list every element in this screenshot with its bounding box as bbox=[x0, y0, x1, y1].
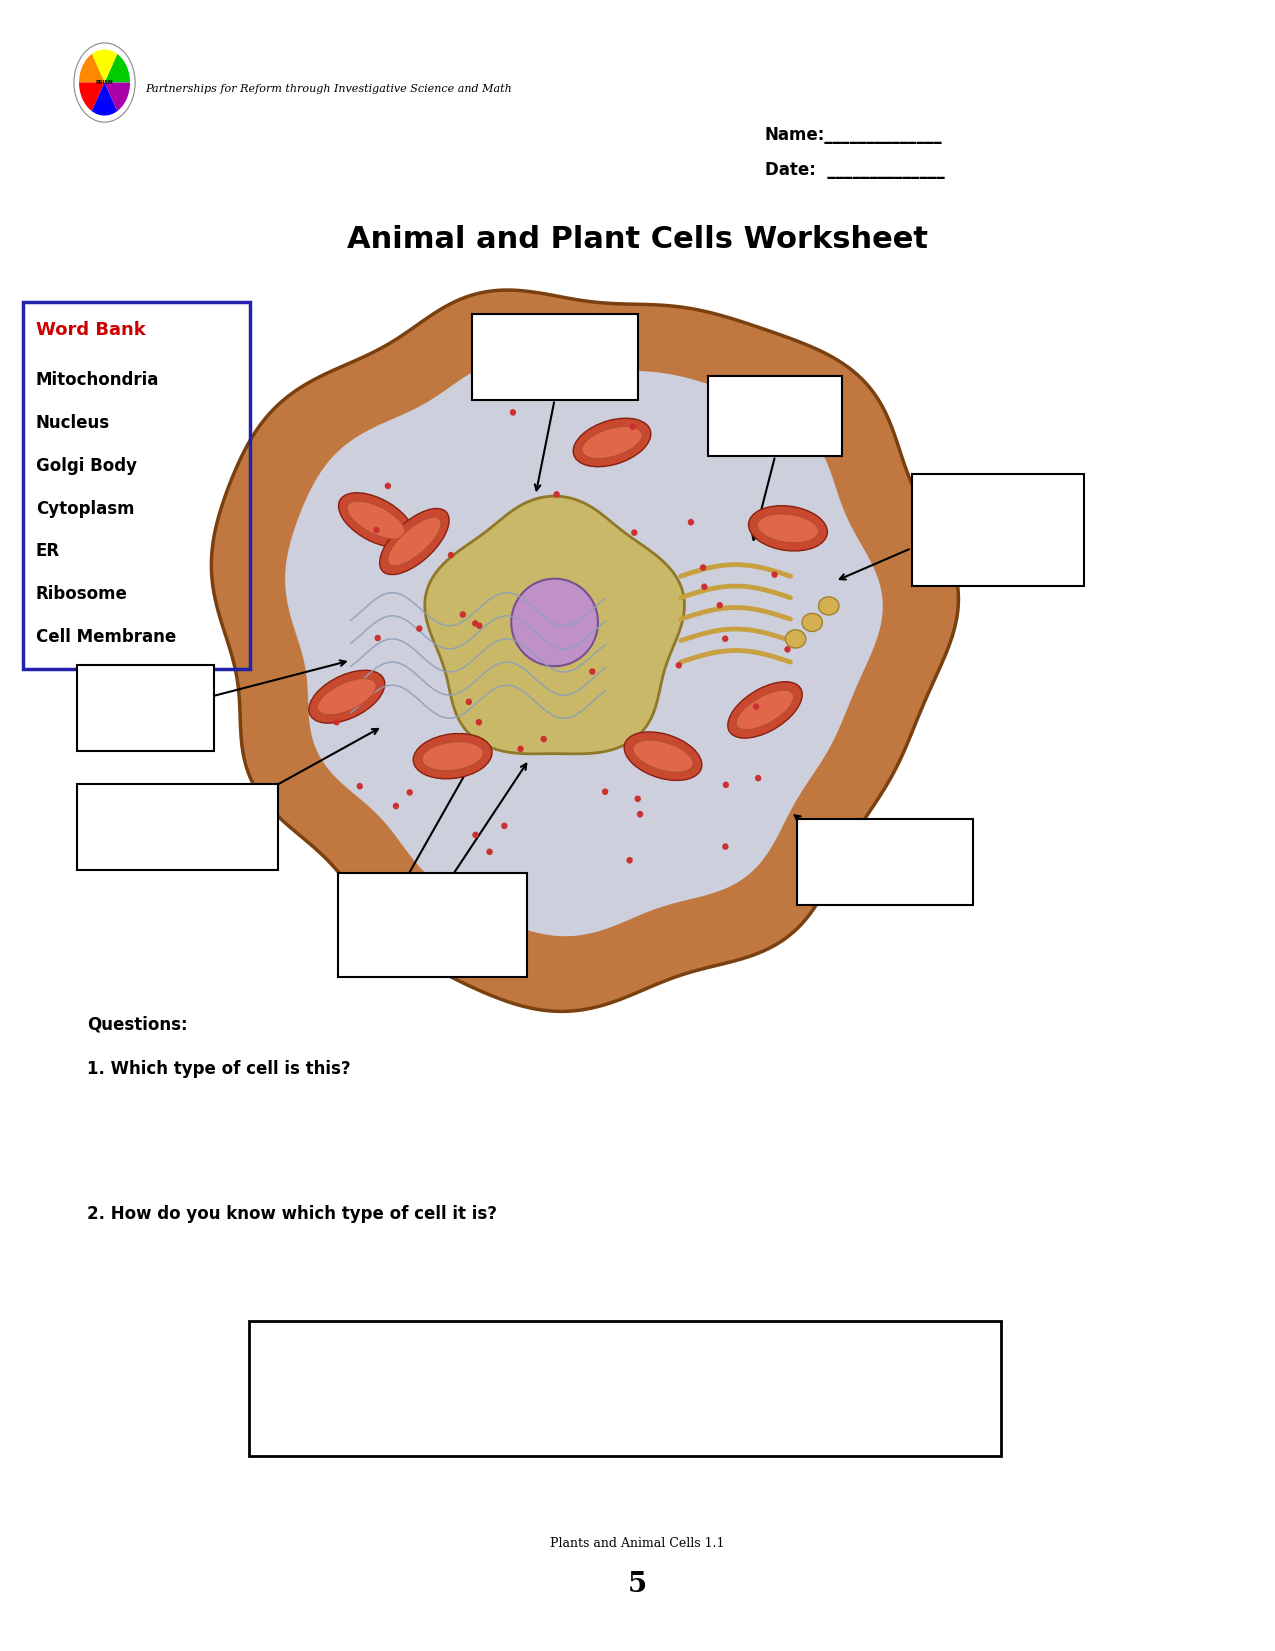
Ellipse shape bbox=[722, 844, 728, 850]
Polygon shape bbox=[425, 497, 685, 755]
Bar bbox=[249, 1321, 1001, 1456]
Ellipse shape bbox=[511, 580, 598, 667]
Wedge shape bbox=[105, 54, 130, 83]
Ellipse shape bbox=[700, 565, 706, 571]
Wedge shape bbox=[105, 83, 130, 111]
Text: 2. How do you know which type of cell it is?: 2. How do you know which type of cell it… bbox=[87, 1205, 497, 1223]
Ellipse shape bbox=[413, 733, 492, 779]
Ellipse shape bbox=[422, 741, 483, 771]
Ellipse shape bbox=[388, 517, 441, 566]
Text: Cell Membrane: Cell Membrane bbox=[36, 629, 176, 646]
Ellipse shape bbox=[737, 690, 793, 730]
Ellipse shape bbox=[602, 789, 608, 796]
Ellipse shape bbox=[553, 490, 560, 497]
Polygon shape bbox=[286, 360, 882, 936]
Ellipse shape bbox=[723, 781, 729, 788]
Text: Source: Oxford Illustrated Science Encyclopedia:: Source: Oxford Illustrated Science Encyc… bbox=[272, 1347, 638, 1360]
Ellipse shape bbox=[476, 718, 482, 725]
Ellipse shape bbox=[625, 731, 701, 781]
Ellipse shape bbox=[476, 622, 482, 629]
Ellipse shape bbox=[416, 626, 422, 632]
Text: Mitochondria: Mitochondria bbox=[36, 371, 159, 388]
Ellipse shape bbox=[631, 530, 638, 537]
Ellipse shape bbox=[541, 736, 547, 743]
Text: Ribosome: Ribosome bbox=[36, 586, 128, 603]
Ellipse shape bbox=[589, 669, 595, 675]
Ellipse shape bbox=[374, 527, 380, 533]
Ellipse shape bbox=[755, 774, 761, 781]
Ellipse shape bbox=[676, 662, 682, 669]
Ellipse shape bbox=[472, 832, 478, 839]
Ellipse shape bbox=[802, 614, 822, 632]
Ellipse shape bbox=[748, 505, 827, 551]
Ellipse shape bbox=[501, 822, 507, 829]
Text: Nucleus: Nucleus bbox=[36, 414, 110, 431]
Polygon shape bbox=[212, 291, 959, 1012]
Ellipse shape bbox=[785, 631, 806, 649]
Ellipse shape bbox=[635, 796, 641, 802]
Text: Name:______________: Name:______________ bbox=[765, 127, 942, 144]
Ellipse shape bbox=[317, 679, 376, 715]
Ellipse shape bbox=[819, 598, 839, 616]
Ellipse shape bbox=[754, 703, 760, 710]
Text: Golgi Body: Golgi Body bbox=[36, 457, 136, 474]
Ellipse shape bbox=[771, 571, 778, 578]
Bar bbox=[472, 314, 638, 400]
Bar bbox=[76, 665, 214, 751]
Ellipse shape bbox=[465, 698, 472, 705]
Ellipse shape bbox=[510, 409, 516, 416]
Text: PRISM: PRISM bbox=[96, 79, 113, 86]
Text: Cytoplasm: Cytoplasm bbox=[36, 500, 134, 517]
Text: Date:  ______________: Date: ______________ bbox=[765, 162, 945, 178]
Text: ER: ER bbox=[36, 543, 60, 560]
Ellipse shape bbox=[518, 746, 524, 753]
Ellipse shape bbox=[380, 509, 449, 575]
Bar bbox=[912, 474, 1084, 586]
Ellipse shape bbox=[375, 634, 381, 641]
Ellipse shape bbox=[632, 740, 694, 773]
Ellipse shape bbox=[347, 502, 405, 538]
Ellipse shape bbox=[728, 682, 802, 738]
Ellipse shape bbox=[701, 583, 708, 589]
Ellipse shape bbox=[486, 849, 492, 855]
Ellipse shape bbox=[757, 513, 819, 543]
Text: Plants and Animal Cells 1.1: Plants and Animal Cells 1.1 bbox=[551, 1537, 724, 1550]
Bar bbox=[797, 819, 973, 905]
Text: Animal and Plant Cells Worksheet: Animal and Plant Cells Worksheet bbox=[347, 225, 928, 254]
Ellipse shape bbox=[385, 482, 391, 489]
Bar bbox=[338, 873, 527, 977]
Text: 1. Which type of cell is this?: 1. Which type of cell is this? bbox=[87, 1060, 351, 1078]
Ellipse shape bbox=[636, 811, 643, 817]
Text: Partnerships for Reform through Investigative Science and Math: Partnerships for Reform through Investig… bbox=[145, 84, 513, 94]
Ellipse shape bbox=[687, 518, 694, 525]
Wedge shape bbox=[79, 54, 105, 83]
Bar bbox=[23, 302, 250, 669]
Text: Questions:: Questions: bbox=[87, 1015, 187, 1034]
Wedge shape bbox=[92, 50, 117, 83]
Text: http://www.oup.co.uk/oxed/children/oise/pictures/nature/: http://www.oup.co.uk/oxed/children/oise/… bbox=[272, 1417, 695, 1430]
Ellipse shape bbox=[581, 426, 643, 459]
Ellipse shape bbox=[626, 857, 632, 863]
Ellipse shape bbox=[630, 423, 636, 429]
Ellipse shape bbox=[784, 646, 790, 652]
Ellipse shape bbox=[722, 636, 728, 642]
Bar bbox=[76, 784, 278, 870]
Ellipse shape bbox=[448, 551, 454, 558]
Ellipse shape bbox=[574, 418, 650, 467]
Ellipse shape bbox=[357, 783, 363, 789]
Text: 5: 5 bbox=[627, 1572, 648, 1598]
Ellipse shape bbox=[407, 789, 413, 796]
Ellipse shape bbox=[472, 621, 478, 627]
Wedge shape bbox=[92, 83, 117, 116]
Ellipse shape bbox=[309, 670, 385, 723]
Ellipse shape bbox=[339, 492, 413, 548]
Ellipse shape bbox=[459, 611, 465, 617]
Text: Word Bank: Word Bank bbox=[36, 322, 145, 338]
Ellipse shape bbox=[717, 603, 723, 609]
Wedge shape bbox=[79, 83, 105, 111]
Ellipse shape bbox=[393, 802, 399, 809]
Bar bbox=[708, 376, 842, 456]
Ellipse shape bbox=[333, 718, 339, 725]
